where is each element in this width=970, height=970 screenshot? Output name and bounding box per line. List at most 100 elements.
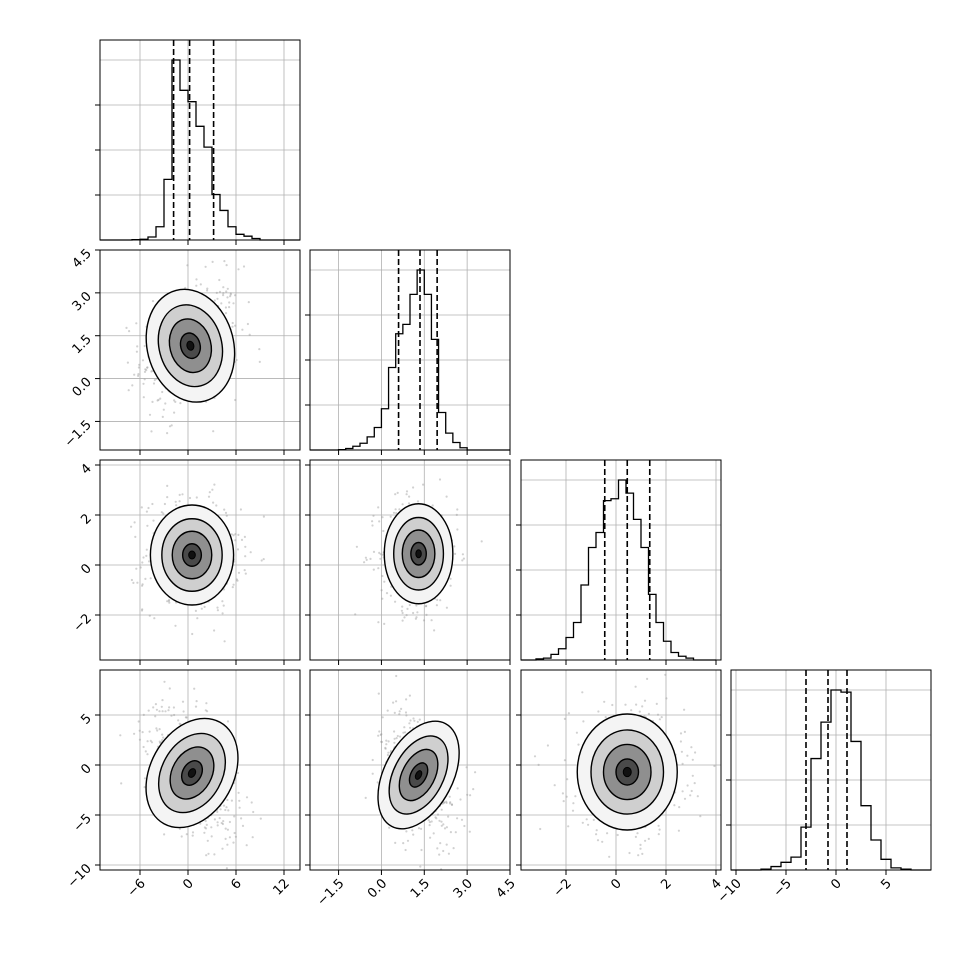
scatter-point xyxy=(234,294,237,297)
scatter-point xyxy=(394,600,397,603)
y-tick-label: −5 xyxy=(71,811,95,835)
scatter-point xyxy=(146,753,149,756)
scatter-point xyxy=(126,361,129,364)
scatter-point xyxy=(218,817,221,820)
scatter-point xyxy=(420,827,423,830)
scatter-point xyxy=(153,378,156,382)
scatter-point xyxy=(440,820,443,823)
scatter-point xyxy=(224,837,227,840)
scatter-point xyxy=(634,835,637,838)
scatter-point xyxy=(452,847,455,850)
scatter-point xyxy=(393,711,396,714)
scatter-point xyxy=(224,808,227,812)
scatter-point xyxy=(636,832,639,835)
scatter-point xyxy=(207,852,210,855)
scatter-point xyxy=(236,548,240,551)
scatter-point xyxy=(412,486,415,489)
scatter-point xyxy=(398,508,401,511)
scatter-point xyxy=(174,400,177,403)
density-peak xyxy=(186,340,195,351)
scatter-point xyxy=(442,849,445,853)
scatter-point xyxy=(643,699,647,702)
scatter-point xyxy=(377,734,380,737)
scatter-point xyxy=(443,827,447,830)
scatter-point xyxy=(136,345,139,348)
scatter-point xyxy=(213,853,216,856)
histogram-panel-1 xyxy=(305,249,511,451)
scatter-point xyxy=(226,798,229,802)
scatter-point xyxy=(160,705,163,708)
scatter-point xyxy=(461,559,464,562)
scatter-point xyxy=(125,326,128,329)
scatter-point xyxy=(377,567,380,570)
scatter-panel-0-2 xyxy=(99,459,301,661)
scatter-point xyxy=(385,739,388,742)
scatter-point xyxy=(442,823,445,826)
scatter-point xyxy=(252,810,255,814)
scatter-point xyxy=(185,833,188,836)
scatter-point xyxy=(135,567,138,570)
scatter-point xyxy=(222,292,225,295)
scatter-point xyxy=(206,710,209,713)
scatter-point xyxy=(378,730,381,733)
x-tick-label: −1.5 xyxy=(314,876,347,909)
panel-frame xyxy=(99,39,301,241)
scatter-point xyxy=(221,600,224,603)
scatter-point xyxy=(639,847,642,850)
scatter-point xyxy=(219,808,222,811)
scatter-point xyxy=(637,854,640,857)
scatter-point xyxy=(380,589,383,592)
scatter-point xyxy=(389,515,392,518)
scatter-point xyxy=(679,740,682,743)
y-tick-label: 3.0 xyxy=(70,289,95,314)
scatter-point xyxy=(449,584,452,587)
scatter-point xyxy=(412,611,415,615)
scatter-point xyxy=(460,818,464,821)
scatter-point xyxy=(194,609,197,612)
scatter-point xyxy=(455,513,458,516)
scatter-point xyxy=(233,815,236,818)
scatter-point xyxy=(383,622,386,625)
scatter-point xyxy=(142,745,145,749)
scatter-point xyxy=(128,330,131,333)
scatter-point xyxy=(447,852,450,855)
scatter-point xyxy=(581,691,584,694)
scatter-point xyxy=(462,557,465,560)
y-tick-label: −10 xyxy=(65,861,95,891)
scatter-point xyxy=(242,265,246,268)
x-tick-label: 12 xyxy=(271,876,293,898)
scatter-point xyxy=(537,763,540,766)
scatter-point xyxy=(179,402,182,405)
scatter-point xyxy=(213,629,216,632)
scatter-point xyxy=(371,758,374,762)
scatter-point xyxy=(381,716,384,719)
scatter-point xyxy=(454,552,457,555)
scatter-point xyxy=(173,713,176,717)
scatter-point xyxy=(239,508,242,511)
scatter-point xyxy=(377,692,380,695)
scatter-point xyxy=(168,687,171,690)
scatter-point xyxy=(147,709,150,712)
y-tick-label: 4 xyxy=(78,461,94,477)
scatter-point xyxy=(213,483,216,486)
scatter-point xyxy=(225,290,228,293)
scatter-point xyxy=(228,820,231,824)
scatter-point xyxy=(134,535,137,538)
scatter-point xyxy=(137,373,140,376)
scatter-point xyxy=(665,697,668,700)
scatter-point xyxy=(178,493,181,496)
scatter-point xyxy=(453,545,456,548)
scatter-point xyxy=(161,390,164,394)
scatter-point xyxy=(146,524,149,527)
scatter-point xyxy=(689,794,692,797)
scatter-point xyxy=(445,800,448,803)
scatter-point xyxy=(143,378,146,381)
scatter-point xyxy=(405,714,408,717)
scatter-point xyxy=(445,801,448,804)
scatter-point xyxy=(142,556,145,559)
scatter-point xyxy=(404,731,407,734)
scatter-point xyxy=(182,710,185,713)
scatter-point xyxy=(436,598,439,601)
histogram-step-line xyxy=(731,689,931,871)
scatter-point xyxy=(422,483,425,486)
